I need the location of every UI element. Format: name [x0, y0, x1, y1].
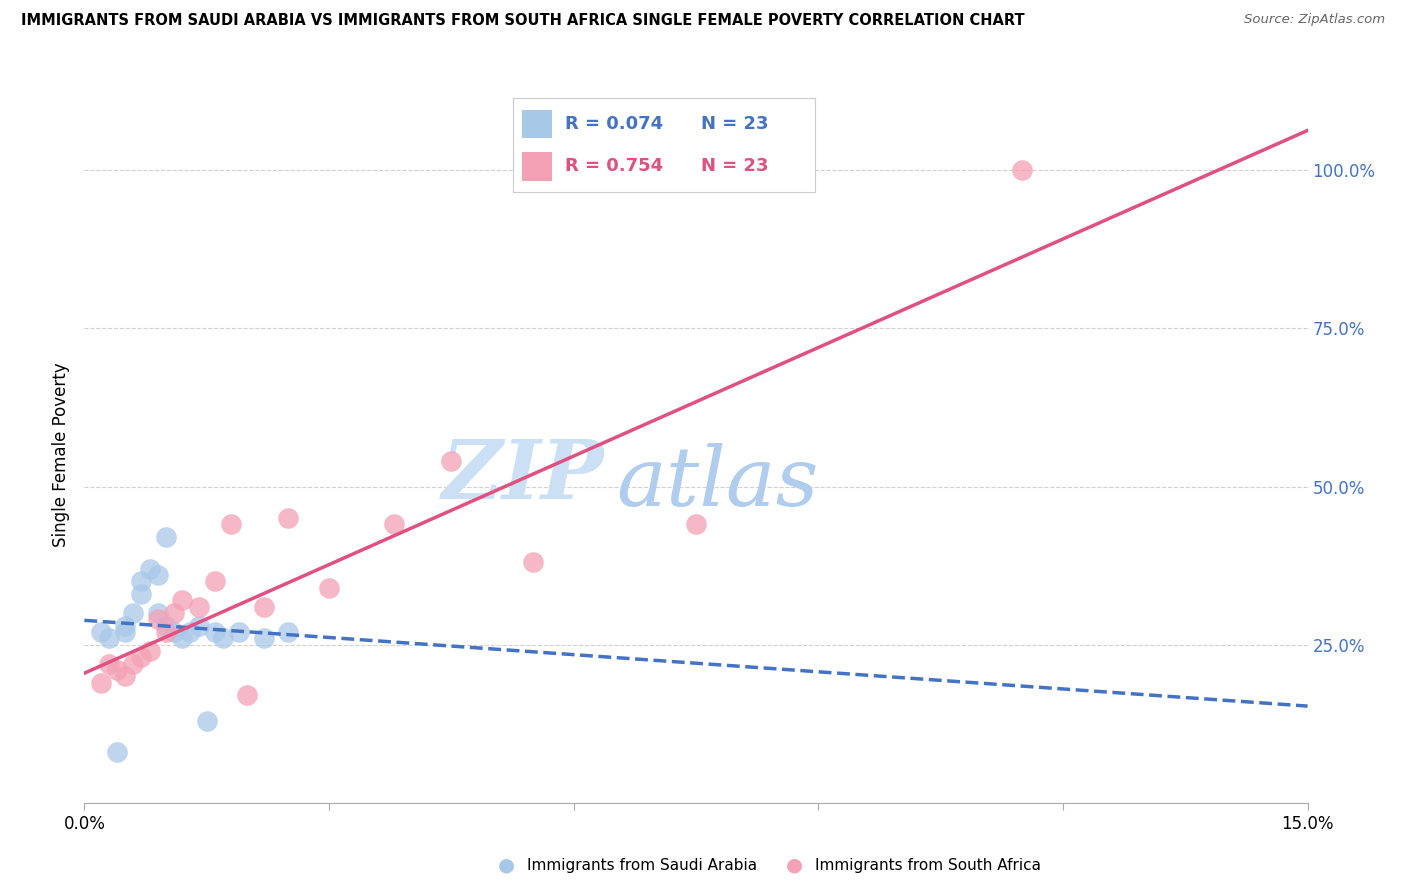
Point	[114, 625, 136, 640]
Point	[90, 675, 112, 690]
Text: R = 0.074: R = 0.074	[565, 115, 662, 133]
Point	[236, 688, 259, 702]
Point	[172, 593, 194, 607]
Point	[219, 517, 242, 532]
Point	[204, 625, 226, 640]
Point	[131, 587, 153, 601]
Bar	[522, 111, 553, 138]
Text: N = 23: N = 23	[700, 157, 768, 175]
Text: R = 0.754: R = 0.754	[565, 157, 662, 175]
Point	[122, 657, 145, 671]
Text: Immigrants from South Africa: Immigrants from South Africa	[815, 858, 1042, 872]
Point	[163, 606, 186, 620]
Point	[277, 511, 299, 525]
Point	[146, 612, 169, 626]
Point	[138, 644, 160, 658]
Point	[114, 669, 136, 683]
Text: ●: ●	[498, 855, 515, 875]
Point	[131, 650, 153, 665]
Point	[105, 745, 128, 759]
Point	[204, 574, 226, 589]
Point	[440, 454, 463, 468]
Point	[187, 599, 209, 614]
Bar	[522, 153, 553, 180]
Text: IMMIGRANTS FROM SAUDI ARABIA VS IMMIGRANTS FROM SOUTH AFRICA SINGLE FEMALE POVER: IMMIGRANTS FROM SAUDI ARABIA VS IMMIGRAN…	[21, 13, 1025, 29]
Point	[146, 568, 169, 582]
Point	[155, 530, 177, 544]
Point	[277, 625, 299, 640]
Point	[228, 625, 250, 640]
Text: ●: ●	[786, 855, 803, 875]
Point	[122, 606, 145, 620]
Point	[97, 657, 120, 671]
Text: atlas: atlas	[616, 442, 818, 523]
Text: ZIP: ZIP	[441, 436, 605, 516]
Point	[382, 517, 405, 532]
Text: N = 23: N = 23	[700, 115, 768, 133]
Point	[685, 517, 707, 532]
Point	[163, 625, 186, 640]
Point	[522, 556, 544, 570]
Point	[155, 625, 177, 640]
Point	[172, 632, 194, 646]
Point	[97, 632, 120, 646]
Point	[187, 618, 209, 632]
Point	[253, 632, 276, 646]
Point	[105, 663, 128, 677]
Point	[90, 625, 112, 640]
Point	[114, 618, 136, 632]
Point	[146, 606, 169, 620]
Point	[212, 632, 235, 646]
Point	[131, 574, 153, 589]
Text: Immigrants from Saudi Arabia: Immigrants from Saudi Arabia	[527, 858, 758, 872]
Point	[318, 581, 340, 595]
Point	[1011, 163, 1033, 178]
Point	[179, 625, 201, 640]
Text: Source: ZipAtlas.com: Source: ZipAtlas.com	[1244, 13, 1385, 27]
Point	[195, 714, 218, 728]
Y-axis label: Single Female Poverty: Single Female Poverty	[52, 363, 70, 547]
Point	[253, 599, 276, 614]
Point	[138, 562, 160, 576]
Point	[155, 618, 177, 632]
